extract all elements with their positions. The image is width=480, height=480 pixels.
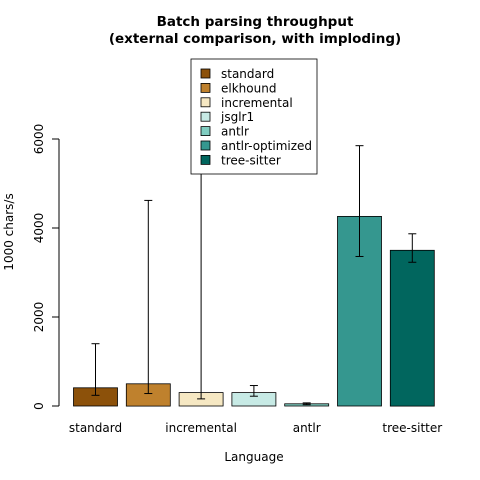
y-tick-label-2000: 2000 <box>32 302 46 333</box>
legend-label-elkhound: elkhound <box>221 81 276 95</box>
legend-swatch-tree-sitter <box>200 154 211 165</box>
legend-swatch-jsglr1 <box>200 111 211 122</box>
legend: standardelkhoundincrementaljsglr1antlran… <box>190 58 318 175</box>
legend-label-standard: standard <box>221 67 274 81</box>
error-bar-standard <box>91 343 100 396</box>
legend-label-antlr: antlr <box>221 125 249 139</box>
x-tick-label-standard: standard <box>69 421 122 435</box>
error-bar-antlr-optimized <box>355 145 364 257</box>
legend-label-incremental: incremental <box>221 96 293 110</box>
chart-title-line-2: (external comparison, with imploding) <box>109 31 401 47</box>
error-bar-antlr <box>302 402 311 406</box>
y-axis: 0 2000 4000 6000 <box>32 124 60 410</box>
x-tick-label-incremental: incremental <box>165 421 237 435</box>
x-tick-label-tree-sitter: tree-sitter <box>382 421 442 435</box>
plot-area <box>73 61 435 407</box>
x-tick-label-antlr: antlr <box>293 421 321 435</box>
legend-swatch-standard <box>200 68 211 79</box>
legend-label-tree-sitter: tree-sitter <box>221 153 281 167</box>
y-axis-label: 1000 chars/s <box>2 193 16 270</box>
error-bar-jsglr1 <box>249 385 258 397</box>
legend-box <box>190 58 318 175</box>
legend-label-jsglr1: jsglr1 <box>220 110 254 124</box>
legend-swatch-elkhound <box>200 83 211 93</box>
x-axis: standard incremental antlr tree-sitter <box>69 421 442 435</box>
chart-title-line-1: Batch parsing throughput <box>157 14 354 30</box>
y-tick-label-4000: 4000 <box>32 213 46 244</box>
y-tick-label-0: 0 <box>32 402 46 410</box>
bar-tree-sitter <box>389 249 435 407</box>
legend-swatch-antlr <box>200 126 211 136</box>
y-tick-label-6000: 6000 <box>32 124 46 155</box>
legend-swatch-incremental <box>200 97 211 108</box>
error-bar-tree-sitter <box>408 233 417 263</box>
error-bar-elkhound <box>144 199 153 395</box>
legend-swatch-antlr-optimized <box>200 140 211 151</box>
legend-label-antlr-optimized: antlr-optimized <box>221 139 312 153</box>
x-axis-label: Language <box>224 450 283 464</box>
